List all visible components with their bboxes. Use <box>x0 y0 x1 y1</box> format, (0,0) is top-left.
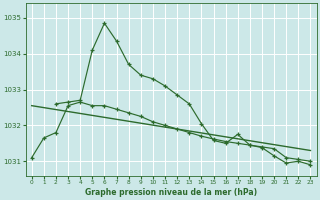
X-axis label: Graphe pression niveau de la mer (hPa): Graphe pression niveau de la mer (hPa) <box>85 188 257 197</box>
